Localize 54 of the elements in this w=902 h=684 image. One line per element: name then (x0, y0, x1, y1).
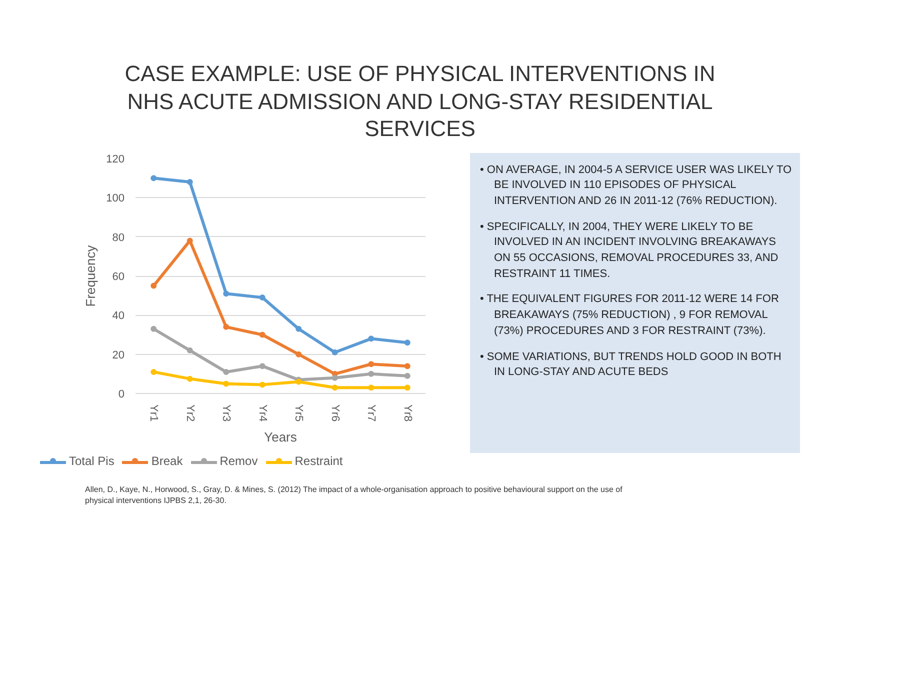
point (332, 374, 338, 380)
point (223, 290, 230, 296)
text: • THE EQUIVALENT FIGURES FOR 2011-12 WERE 14 FOR BREAKAWAYS (75% REDUCTION) , 9 FOR REMOVAL (73%) PROCEDURES AND 3 FOR RESTRAINT (73%). (480, 292, 780, 339)
x-tick-label: Yr3 (220, 404, 232, 422)
legend-label: Total Pis (69, 453, 114, 470)
legend-label: Remov (220, 453, 258, 470)
y-tick-label: 0 (118, 388, 125, 400)
point (404, 372, 410, 378)
point (368, 360, 374, 367)
y-tick-label: 80 (112, 231, 125, 244)
point (150, 174, 157, 181)
point (223, 380, 230, 386)
point (368, 370, 374, 376)
point (404, 362, 410, 369)
point (368, 335, 374, 342)
point (186, 346, 193, 353)
x-axis-title: Years (264, 429, 298, 444)
x-tick-label: Yr7 (365, 404, 378, 422)
x-tick-label: Yr4 (256, 404, 268, 422)
text: • SPECIFICALLY, IN 2004, THEY WERE LIKELY TO BE INVOLVED IN AN INCIDENT INVOLVING BREAKAWAYS ON 55 OCCASIONS, REMOVAL PROCEDURES 33, AND RESTRAINT 11 TIMES. (480, 220, 780, 282)
point (150, 325, 157, 332)
point (259, 294, 266, 300)
text: • SOME VARIATIONS, BUT TRENDS HOLD GOOD IN BOTH IN LONG-STAY AND ACUTE BEDS (480, 350, 782, 380)
text: • ON AVERAGE, IN 2004-5 A SERVICE USER WAS LIKELY TO BE INVOLVED IN 110 EPISODES OF PHYSICAL INTERVENTION AND 26 IN 2011-12 (76% REDUCTION). (480, 162, 792, 209)
legend-label: Break (151, 453, 183, 470)
point (368, 384, 374, 390)
y-tick-label: 40 (112, 310, 125, 322)
x-tick-label: Yr5 (292, 404, 305, 422)
point (186, 375, 193, 382)
point (259, 381, 266, 388)
point (296, 325, 302, 332)
y-tick-label: 60 (112, 270, 125, 282)
y-tick-label: 120 (106, 153, 125, 165)
text: Allen, D., Kaye, N., Horwood, S., Gray, D. & Mines, S. (2012) The impact of a whole-organisation approach to positive behavioural support on the use of physical interventions IJPBS 2,1, 26-30. (85, 484, 624, 506)
chart-title: CASE EXAMPLE: USE OF PHYSICAL INTERVENTIONS IN NHS ACUTE ADMISSION AND LONG-STAY RESIDENTIAL SERVICES (124, 60, 716, 142)
x-tick-label: Yr1 (148, 404, 160, 422)
point (404, 339, 410, 346)
y-tick-label: 100 (106, 192, 125, 204)
legend-label: Restraint (294, 453, 343, 470)
point (404, 384, 410, 390)
x-tick-label: Yr6 (328, 404, 341, 422)
point (223, 323, 230, 330)
point (259, 331, 266, 338)
point (332, 384, 338, 390)
x-tick-label: Yr8 (401, 404, 414, 422)
point (296, 350, 302, 357)
x-tick-label: Yr2 (184, 404, 196, 422)
point (259, 362, 266, 369)
point (186, 237, 193, 244)
point (150, 282, 157, 288)
y-axis-title: Frequency (83, 244, 98, 306)
y-tick-label: 20 (112, 348, 125, 361)
point (186, 178, 193, 184)
point (332, 348, 338, 355)
